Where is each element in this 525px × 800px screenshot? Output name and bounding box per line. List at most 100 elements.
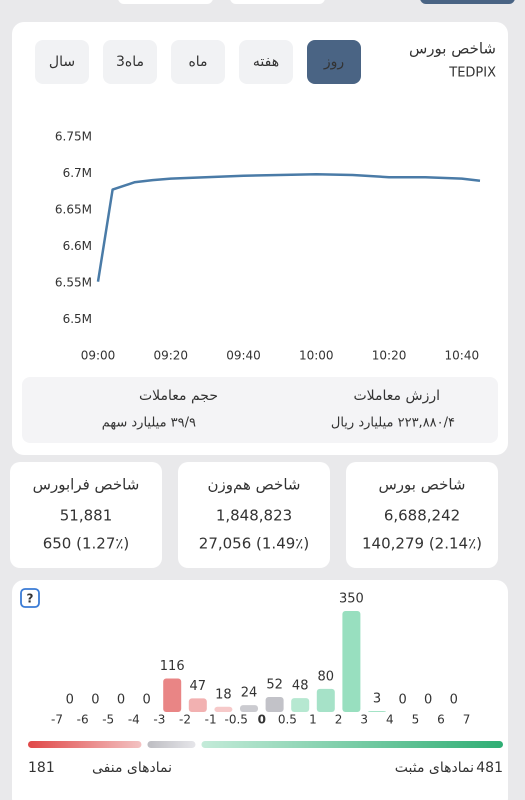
index-change: 650 (1.27٪) (43, 535, 130, 553)
positive-count: 481 (476, 760, 503, 776)
index-card (346, 462, 498, 568)
index-title: شاخص فرابورس (33, 476, 140, 494)
bar-value-label: 0 (66, 693, 74, 708)
stat-value: ۲۲۳,۸۸۰/۴ میلیارد ریال (331, 416, 455, 431)
stat-value: ۳۹/۹ میلیارد سهم (102, 416, 196, 431)
stats-box (22, 377, 498, 443)
x-tick-label: 09:20 (153, 349, 188, 363)
y-tick-label: 6.7M (63, 166, 92, 180)
negative-label: نمادهای منفی (92, 760, 172, 776)
y-tick-label: 6.5M (63, 312, 92, 326)
y-tick-label: 6.55M (55, 276, 92, 290)
bar-value-label: 0 (117, 693, 125, 708)
bin-label: -3 (153, 713, 165, 727)
tab[interactable] (239, 40, 293, 84)
bin-label: 0.5 (278, 713, 297, 727)
tab[interactable] (103, 40, 157, 84)
x-tick-label: 10:00 (299, 349, 334, 363)
index-change: 140,279 (2.14٪) (362, 535, 482, 553)
negative-count: 181 (28, 760, 55, 776)
y-tick-label: 6.75M (55, 129, 92, 143)
index-value: 6,688,242 (384, 507, 460, 525)
subtitle: TEDPIX (448, 66, 496, 81)
bin-label: 2 (335, 713, 343, 727)
negative-segment (28, 741, 142, 748)
line-chart: 6.5M 6.55M 6.6M 6.65M 6.7M 6.75M 09:00 09:20 09:… (55, 129, 481, 363)
tab-label: ماه (188, 54, 207, 70)
tab[interactable] (307, 40, 361, 84)
x-tick-label: 09:00 (81, 349, 116, 363)
stat-label: حجم معاملات (139, 388, 218, 404)
line-series (96, 172, 481, 282)
tab-label: سال (49, 54, 75, 70)
bar (265, 696, 284, 712)
breadth-bar (28, 741, 503, 748)
bin-label: 4 (386, 713, 394, 727)
x-tick-label: 09:40 (226, 349, 261, 363)
top-button[interactable] (118, 0, 213, 4)
bar (188, 698, 207, 712)
bin-label: 5 (412, 713, 420, 727)
index-card (178, 462, 330, 568)
bar-value-label: 0 (91, 693, 99, 708)
bar-value-label: 0 (424, 693, 432, 708)
neutral-segment (147, 741, 196, 748)
index-cards: شاخص بورس 6,688,242 140,279 (2.14٪) شاخص هم… (10, 462, 498, 568)
index-card (10, 462, 162, 568)
bar-value-label: 0 (142, 693, 150, 708)
bin-label: 7 (463, 713, 471, 727)
bar-value-label: 47 (190, 679, 207, 694)
bin-label: -1 (205, 713, 217, 727)
histogram: -7 -6 -5 -4 -3 -2 -1 -0.5 0 0.5 1 2 3 4 5 6 70 0 0 01164718… (51, 592, 470, 727)
index-change: 27,056 (1.49٪) (199, 535, 309, 553)
top-button[interactable] (230, 0, 325, 4)
bar (368, 711, 386, 712)
index-value: 51,881 (60, 507, 113, 525)
bar-value-label: 350 (339, 592, 364, 607)
bin-label: -7 (51, 713, 63, 727)
top-button[interactable] (420, 0, 515, 4)
stat-label: ارزش معاملات (353, 388, 440, 404)
help-icon[interactable] (20, 588, 40, 608)
index-value: 1,848,823 (216, 507, 292, 525)
bar (316, 688, 335, 712)
positive-segment (201, 741, 503, 748)
bar-value-label: 80 (318, 669, 335, 684)
bar (214, 706, 233, 712)
tab[interactable] (35, 40, 89, 84)
index-title: شاخص هم‌وزن (208, 476, 301, 494)
bar-value-label: 52 (266, 677, 283, 692)
bar-value-label: 0 (450, 693, 458, 708)
index-title: شاخص بورس (378, 476, 465, 494)
bar (240, 705, 258, 712)
tabs: روز هفته ماه 3ماه سال (35, 40, 361, 84)
bar-value-label: 18 (215, 687, 232, 702)
y-tick-label: 6.65M (55, 203, 92, 217)
bar-value-label: 116 (160, 659, 185, 674)
x-tick-label: 10:20 (372, 349, 407, 363)
y-tick-label: 6.6M (63, 239, 92, 253)
tab-label: هفته (253, 54, 279, 70)
tab-label: روز (323, 54, 344, 70)
bin-label: -2 (179, 713, 191, 727)
x-tick-label: 10:40 (445, 349, 480, 363)
bar (163, 678, 182, 712)
bar-value-label: 3 (373, 692, 381, 707)
bin-label: 3 (360, 713, 368, 727)
help-icon-text: ? (27, 592, 34, 606)
title: شاخص بورس (409, 40, 496, 58)
positive-label: نمادهای مثبت (395, 760, 474, 776)
chart-card (12, 22, 508, 455)
bar-value-label: 48 (292, 679, 309, 694)
bar-value-label: 0 (398, 693, 406, 708)
tab[interactable] (171, 40, 225, 84)
bin-label: -6 (77, 713, 89, 727)
bar (342, 611, 361, 712)
tab-label: 3ماه (116, 54, 144, 70)
bin-label: -4 (128, 713, 140, 727)
bar-value-label: 24 (241, 686, 258, 701)
bar (291, 698, 310, 712)
bin-label: -5 (102, 713, 114, 727)
